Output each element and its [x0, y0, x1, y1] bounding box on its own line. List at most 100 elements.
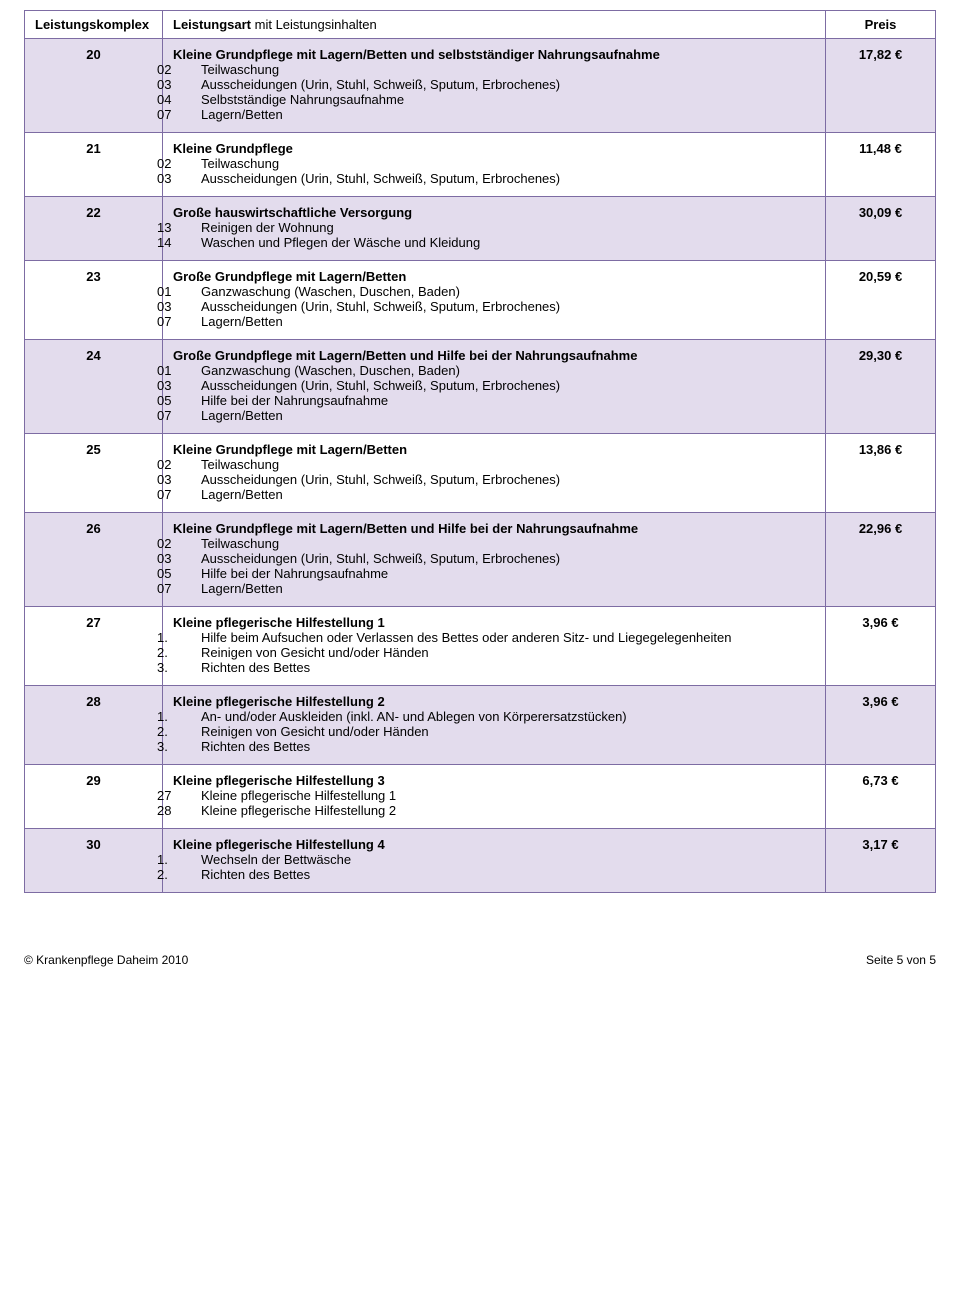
row-item: 04Selbstständige Nahrungsaufnahme	[173, 92, 815, 107]
row-id: 23	[25, 261, 163, 340]
row-item-number: 2.	[179, 724, 201, 739]
header-leistungsart: Leistungsart mit Leistungsinhalten	[163, 11, 826, 39]
row-item-text: Teilwaschung	[201, 156, 279, 171]
row-item-text: Reinigen von Gesicht und/oder Händen	[201, 724, 429, 739]
row-item: 02Teilwaschung	[173, 457, 815, 472]
row-item: 03Ausscheidungen (Urin, Stuhl, Schweiß, …	[173, 378, 815, 393]
table-row: 28Kleine pflegerische Hilfestellung 21.A…	[25, 686, 936, 765]
row-price: 17,82 €	[826, 39, 936, 133]
header-leistungskomplex: Leistungskomplex	[25, 11, 163, 39]
row-title: Kleine Grundpflege mit Lagern/Betten	[173, 442, 815, 457]
row-id: 29	[25, 765, 163, 829]
row-item-text: Richten des Bettes	[201, 660, 310, 675]
row-item: 3.Richten des Bettes	[173, 660, 815, 675]
row-price: 3,17 €	[826, 829, 936, 893]
row-price: 22,96 €	[826, 513, 936, 607]
row-description: Große Grundpflege mit Lagern/Betten01Gan…	[163, 261, 826, 340]
row-item-number: 02	[179, 62, 201, 77]
row-item-text: Richten des Bettes	[201, 739, 310, 754]
row-item: 2.Richten des Bettes	[173, 867, 815, 882]
row-title: Kleine pflegerische Hilfestellung 3	[173, 773, 815, 788]
row-price: 3,96 €	[826, 607, 936, 686]
row-item-text: Ausscheidungen (Urin, Stuhl, Schweiß, Sp…	[201, 299, 560, 314]
table-row: 22Große hauswirtschaftliche Versorgung13…	[25, 197, 936, 261]
row-price: 20,59 €	[826, 261, 936, 340]
table-row: 24Große Grundpflege mit Lagern/Betten un…	[25, 340, 936, 434]
row-title: Große Grundpflege mit Lagern/Betten	[173, 269, 815, 284]
row-item-number: 02	[179, 457, 201, 472]
row-item-number: 03	[179, 299, 201, 314]
row-item-text: Kleine pflegerische Hilfestellung 2	[201, 803, 396, 818]
row-item-text: Teilwaschung	[201, 536, 279, 551]
row-item-text: Ausscheidungen (Urin, Stuhl, Schweiß, Sp…	[201, 171, 560, 186]
row-id: 20	[25, 39, 163, 133]
row-title: Große hauswirtschaftliche Versorgung	[173, 205, 815, 220]
row-item-number: 28	[179, 803, 201, 818]
row-item-text: Reinigen der Wohnung	[201, 220, 334, 235]
row-item-number: 03	[179, 77, 201, 92]
row-item-number: 07	[179, 487, 201, 502]
row-item-number: 14	[179, 235, 201, 250]
row-item: 27Kleine pflegerische Hilfestellung 1	[173, 788, 815, 803]
row-price: 30,09 €	[826, 197, 936, 261]
row-item-text: Ausscheidungen (Urin, Stuhl, Schweiß, Sp…	[201, 77, 560, 92]
row-item-number: 03	[179, 472, 201, 487]
row-item: 07Lagern/Betten	[173, 487, 815, 502]
row-item: 05Hilfe bei der Nahrungsaufnahme	[173, 393, 815, 408]
row-item: 05Hilfe bei der Nahrungsaufnahme	[173, 566, 815, 581]
row-title: Kleine pflegerische Hilfestellung 4	[173, 837, 815, 852]
row-item-number: 07	[179, 314, 201, 329]
row-item: 1.Hilfe beim Aufsuchen oder Verlassen de…	[173, 630, 815, 645]
row-item-text: Lagern/Betten	[201, 581, 283, 596]
row-item-text: Ganzwaschung (Waschen, Duschen, Baden)	[201, 284, 460, 299]
row-item: 01Ganzwaschung (Waschen, Duschen, Baden)	[173, 284, 815, 299]
row-item-text: Reinigen von Gesicht und/oder Händen	[201, 645, 429, 660]
row-item: 02Teilwaschung	[173, 156, 815, 171]
row-item-text: Ganzwaschung (Waschen, Duschen, Baden)	[201, 363, 460, 378]
row-id: 30	[25, 829, 163, 893]
row-item-number: 03	[179, 171, 201, 186]
row-description: Kleine pflegerische Hilfestellung 41.Wec…	[163, 829, 826, 893]
row-item-number: 02	[179, 536, 201, 551]
row-item-text: Ausscheidungen (Urin, Stuhl, Schweiß, Sp…	[201, 551, 560, 566]
row-item-text: Waschen und Pflegen der Wäsche und Kleid…	[201, 235, 480, 250]
footer-page-number: Seite 5 von 5	[866, 953, 936, 967]
row-item-text: An- und/oder Auskleiden (inkl. AN- und A…	[201, 709, 627, 724]
row-description: Kleine Grundpflege02Teilwaschung03Aussch…	[163, 133, 826, 197]
row-item-text: Hilfe bei der Nahrungsaufnahme	[201, 566, 388, 581]
row-item-text: Hilfe bei der Nahrungsaufnahme	[201, 393, 388, 408]
row-item: 03Ausscheidungen (Urin, Stuhl, Schweiß, …	[173, 551, 815, 566]
row-item-number: 13	[179, 220, 201, 235]
row-description: Kleine pflegerische Hilfestellung 11.Hil…	[163, 607, 826, 686]
row-item-text: Hilfe beim Aufsuchen oder Verlassen des …	[201, 630, 731, 645]
row-item-number: 03	[179, 378, 201, 393]
row-price: 6,73 €	[826, 765, 936, 829]
row-item-number: 3.	[179, 739, 201, 754]
row-item-number: 2.	[179, 645, 201, 660]
row-id: 28	[25, 686, 163, 765]
row-price: 11,48 €	[826, 133, 936, 197]
row-item-number: 01	[179, 284, 201, 299]
row-item-text: Lagern/Betten	[201, 314, 283, 329]
row-item-text: Wechseln der Bettwäsche	[201, 852, 351, 867]
footer-copyright: © Krankenpflege Daheim 2010	[24, 953, 188, 967]
row-item: 03Ausscheidungen (Urin, Stuhl, Schweiß, …	[173, 171, 815, 186]
row-item-number: 1.	[179, 630, 201, 645]
table-row: 21Kleine Grundpflege02Teilwaschung03Auss…	[25, 133, 936, 197]
row-item-number: 07	[179, 107, 201, 122]
row-item: 14Waschen und Pflegen der Wäsche und Kle…	[173, 235, 815, 250]
row-item-text: Selbstständige Nahrungsaufnahme	[201, 92, 404, 107]
table-row: 30Kleine pflegerische Hilfestellung 41.W…	[25, 829, 936, 893]
row-price: 29,30 €	[826, 340, 936, 434]
row-description: Kleine pflegerische Hilfestellung 327Kle…	[163, 765, 826, 829]
row-item: 07Lagern/Betten	[173, 581, 815, 596]
row-item-number: 1.	[179, 852, 201, 867]
row-description: Kleine pflegerische Hilfestellung 21.An-…	[163, 686, 826, 765]
row-item: 28Kleine pflegerische Hilfestellung 2	[173, 803, 815, 818]
row-item-number: 2.	[179, 867, 201, 882]
row-item: 03Ausscheidungen (Urin, Stuhl, Schweiß, …	[173, 77, 815, 92]
row-item: 3.Richten des Bettes	[173, 739, 815, 754]
services-table: Leistungskomplex Leistungsart mit Leistu…	[24, 10, 936, 893]
row-item: 2.Reinigen von Gesicht und/oder Händen	[173, 645, 815, 660]
row-title: Kleine pflegerische Hilfestellung 1	[173, 615, 815, 630]
